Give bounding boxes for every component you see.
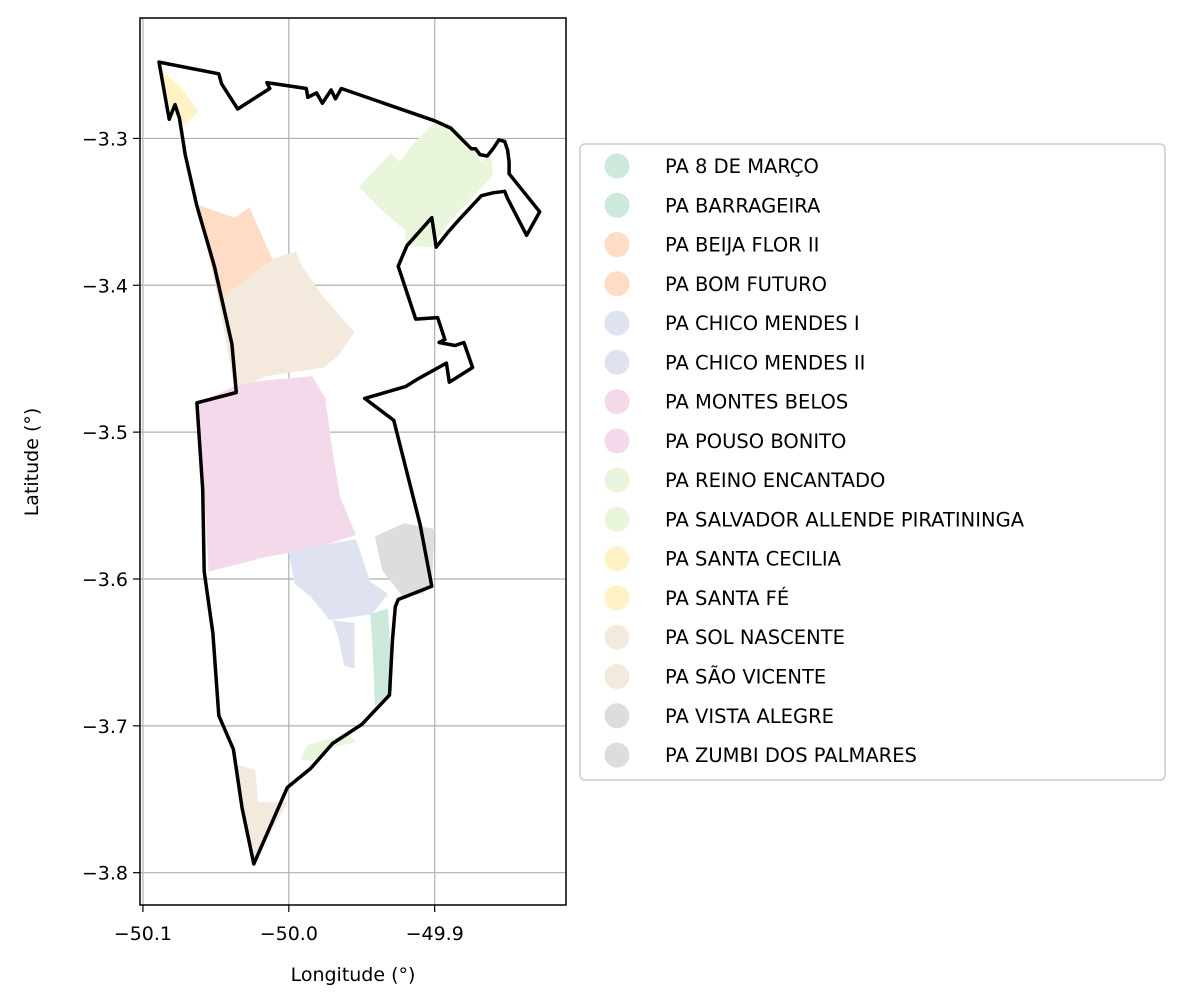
legend-marker bbox=[604, 546, 630, 572]
legend-label: PA MONTES BELOS bbox=[665, 391, 848, 414]
legend-marker bbox=[604, 742, 630, 768]
legend-frame bbox=[579, 143, 1166, 781]
legend-item: PA SANTA CECILIA bbox=[604, 546, 842, 572]
legend-label: PA BEIJA FLOR II bbox=[665, 234, 819, 257]
region-pa-sol-nascente bbox=[218, 251, 355, 391]
legend-marker bbox=[604, 232, 630, 258]
legend-item: PA SANTA FÉ bbox=[604, 585, 789, 611]
legend-item: PA BEIJA FLOR II bbox=[604, 232, 819, 258]
legend-item: PA CHICO MENDES II bbox=[604, 349, 865, 375]
boundary-layer bbox=[157, 60, 542, 866]
y-tick-label: −3.8 bbox=[82, 863, 128, 885]
regions-layer bbox=[161, 70, 494, 864]
legend-item: PA REINO ENCANTADO bbox=[604, 467, 885, 493]
legend-marker bbox=[604, 467, 630, 493]
region-pa-salvador-allende-piratininga bbox=[358, 119, 494, 248]
legend-item: PA CHICO MENDES I bbox=[604, 310, 860, 336]
region-pa-bom-futuro bbox=[196, 204, 275, 315]
legend-label: PA SANTA CECILIA bbox=[665, 548, 842, 571]
y-axis-label: Latitude (°) bbox=[21, 408, 43, 517]
region-pa-montes-belos bbox=[198, 376, 356, 572]
legend-label: PA 8 DE MARÇO bbox=[665, 155, 819, 178]
legend-marker bbox=[604, 271, 630, 297]
municipality-boundary bbox=[157, 60, 542, 866]
legend-items: PA 8 DE MARÇO PA BARRAGEIRA PA BEIJA FLOR … bbox=[604, 153, 1025, 768]
legend-marker bbox=[604, 310, 630, 336]
legend-item: PA BOM FUTURO bbox=[604, 271, 827, 297]
x-tick-label: −50.1 bbox=[114, 923, 172, 945]
legend-item: PA BARRAGEIRA bbox=[604, 192, 821, 218]
legend-label: PA CHICO MENDES I bbox=[665, 312, 860, 335]
x-ticks: −50.1 −50.0 −49.9 bbox=[114, 905, 464, 945]
legend-label: PA CHICO MENDES II bbox=[665, 351, 865, 374]
legend-marker bbox=[604, 349, 630, 375]
region-pa-sao-vicente bbox=[234, 764, 288, 864]
legend-item: PA SÃO VICENTE bbox=[604, 664, 826, 690]
y-tick-label: −3.3 bbox=[82, 128, 128, 150]
legend: PA 8 DE MARÇO PA BARRAGEIRA PA BEIJA FLOR … bbox=[579, 143, 1166, 781]
x-tick-label: −50.0 bbox=[260, 923, 318, 945]
legend-label: PA BARRAGEIRA bbox=[665, 194, 821, 217]
region-pa-vista-alegre bbox=[374, 523, 435, 597]
legend-marker bbox=[604, 389, 630, 415]
y-tick-label: −3.4 bbox=[82, 275, 128, 297]
legend-item: PA 8 DE MARÇO bbox=[604, 153, 819, 179]
region-pa-chico-mendes-i bbox=[288, 539, 388, 621]
legend-marker bbox=[604, 506, 630, 532]
legend-marker bbox=[604, 703, 630, 729]
legend-label: PA SÃO VICENTE bbox=[665, 666, 826, 689]
region-pa-barrageira bbox=[370, 608, 393, 707]
legend-marker bbox=[604, 428, 630, 454]
x-tick-label: −49.9 bbox=[406, 923, 464, 945]
legend-label: PA BOM FUTURO bbox=[665, 273, 827, 296]
legend-label: PA SOL NASCENTE bbox=[665, 626, 845, 649]
legend-marker bbox=[604, 624, 630, 650]
legend-label: PA REINO ENCANTADO bbox=[665, 469, 885, 492]
legend-label: PA POUSO BONITO bbox=[665, 430, 846, 453]
legend-label: PA SALVADOR ALLENDE PIRATININGA bbox=[665, 508, 1025, 531]
legend-label: PA VISTA ALEGRE bbox=[665, 705, 834, 728]
legend-item: PA VISTA ALEGRE bbox=[604, 703, 834, 729]
y-ticks: −3.3 −3.4 −3.5 −3.6 −3.7 −3.8 bbox=[82, 128, 140, 885]
legend-marker bbox=[604, 153, 630, 179]
legend-marker bbox=[604, 664, 630, 690]
legend-marker bbox=[604, 192, 630, 218]
legend-item: PA POUSO BONITO bbox=[604, 428, 846, 454]
axes-frame bbox=[139, 17, 567, 906]
legend-item: PA MONTES BELOS bbox=[604, 389, 848, 415]
region-pa-chico-mendes-ii bbox=[332, 620, 355, 669]
y-tick-label: −3.7 bbox=[82, 716, 128, 738]
legend-item: PA SALVADOR ALLENDE PIRATININGA bbox=[604, 506, 1025, 532]
map-axes: −50.1 −50.0 −49.9 −3.3 −3.4 −3.5 −3.6 −3.7 −3.8… bbox=[21, 17, 567, 986]
y-tick-label: −3.5 bbox=[82, 422, 128, 444]
legend-marker bbox=[604, 585, 630, 611]
legend-label: PA SANTA FÉ bbox=[665, 587, 789, 610]
legend-item: PA SOL NASCENTE bbox=[604, 624, 845, 650]
x-axis-label: Longitude (°) bbox=[291, 964, 416, 986]
legend-item: PA ZUMBI DOS PALMARES bbox=[604, 742, 917, 768]
legend-label: PA ZUMBI DOS PALMARES bbox=[665, 744, 917, 767]
y-tick-label: −3.6 bbox=[82, 569, 128, 591]
